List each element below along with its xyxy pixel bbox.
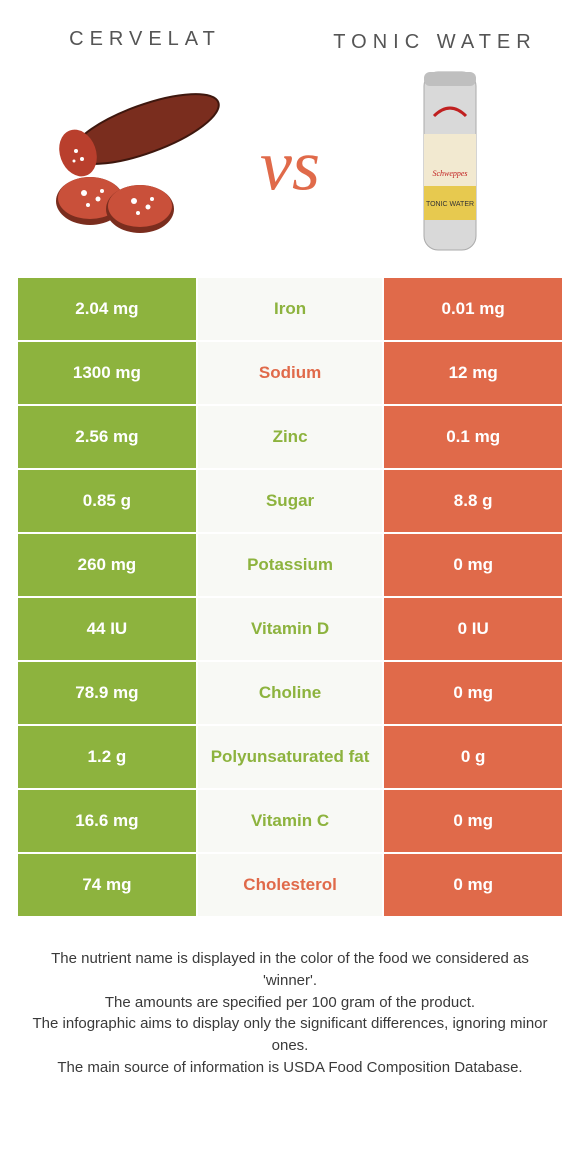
table-row: 2.56 mgZinc0.1 mg [17,405,563,469]
tonic-image: Schweppes TONIC WATER [330,66,570,256]
left-value: 44 IU [17,597,197,661]
right-title: Tonic water [310,28,560,56]
footer: The nutrient name is displayed in the co… [0,918,580,1079]
right-value: 8.8 g [383,469,563,533]
left-value: 1.2 g [17,725,197,789]
left-value: 260 mg [17,533,197,597]
vs-label: vs [260,125,320,208]
right-value: 0.01 mg [383,277,563,341]
nutrient-label: Vitamin C [197,789,384,853]
nutrient-label: Choline [197,661,384,725]
header: Cervelat Tonic water [0,0,580,56]
hero: vs Schweppes TONIC WATER [0,66,580,266]
right-value: 12 mg [383,341,563,405]
nutrient-label: Zinc [197,405,384,469]
footer-line-1: The nutrient name is displayed in the co… [22,948,558,992]
table-row: 16.6 mgVitamin C0 mg [17,789,563,853]
table-row: 2.04 mgIron0.01 mg [17,277,563,341]
header-left: Cervelat [20,28,290,51]
nutrient-label: Cholesterol [197,853,384,917]
table-row: 1300 mgSodium12 mg [17,341,563,405]
right-value: 0.1 mg [383,405,563,469]
table-row: 260 mgPotassium0 mg [17,533,563,597]
nutrient-label: Vitamin D [197,597,384,661]
svg-text:Schweppes: Schweppes [432,169,467,178]
nutrient-label: Polyunsaturated fat [197,725,384,789]
nutrient-label: Potassium [197,533,384,597]
footer-line-4: The main source of information is USDA F… [22,1057,558,1079]
table-row: 1.2 gPolyunsaturated fat0 g [17,725,563,789]
tonic-icon: Schweppes TONIC WATER [400,66,500,256]
left-value: 2.04 mg [17,277,197,341]
table-row: 78.9 mgCholine0 mg [17,661,563,725]
nutrient-table: 2.04 mgIron0.01 mg1300 mgSodium12 mg2.56… [16,276,564,918]
cervelat-icon [30,81,230,241]
right-value: 0 g [383,725,563,789]
right-value: 0 IU [383,597,563,661]
table-row: 44 IUVitamin D0 IU [17,597,563,661]
nutrient-label: Iron [197,277,384,341]
header-right: Tonic water [290,28,560,56]
left-value: 2.56 mg [17,405,197,469]
left-value: 0.85 g [17,469,197,533]
nutrient-label: Sodium [197,341,384,405]
svg-text:TONIC WATER: TONIC WATER [426,201,474,208]
right-value: 0 mg [383,661,563,725]
table-row: 0.85 gSugar8.8 g [17,469,563,533]
footer-line-2: The amounts are specified per 100 gram o… [22,992,558,1014]
left-value: 74 mg [17,853,197,917]
left-title: Cervelat [20,28,270,51]
table-row: 74 mgCholesterol0 mg [17,853,563,917]
right-value: 0 mg [383,533,563,597]
left-value: 78.9 mg [17,661,197,725]
footer-line-3: The infographic aims to display only the… [22,1013,558,1057]
nutrient-label: Sugar [197,469,384,533]
right-value: 0 mg [383,789,563,853]
left-value: 1300 mg [17,341,197,405]
left-value: 16.6 mg [17,789,197,853]
cervelat-image [10,66,250,256]
right-value: 0 mg [383,853,563,917]
